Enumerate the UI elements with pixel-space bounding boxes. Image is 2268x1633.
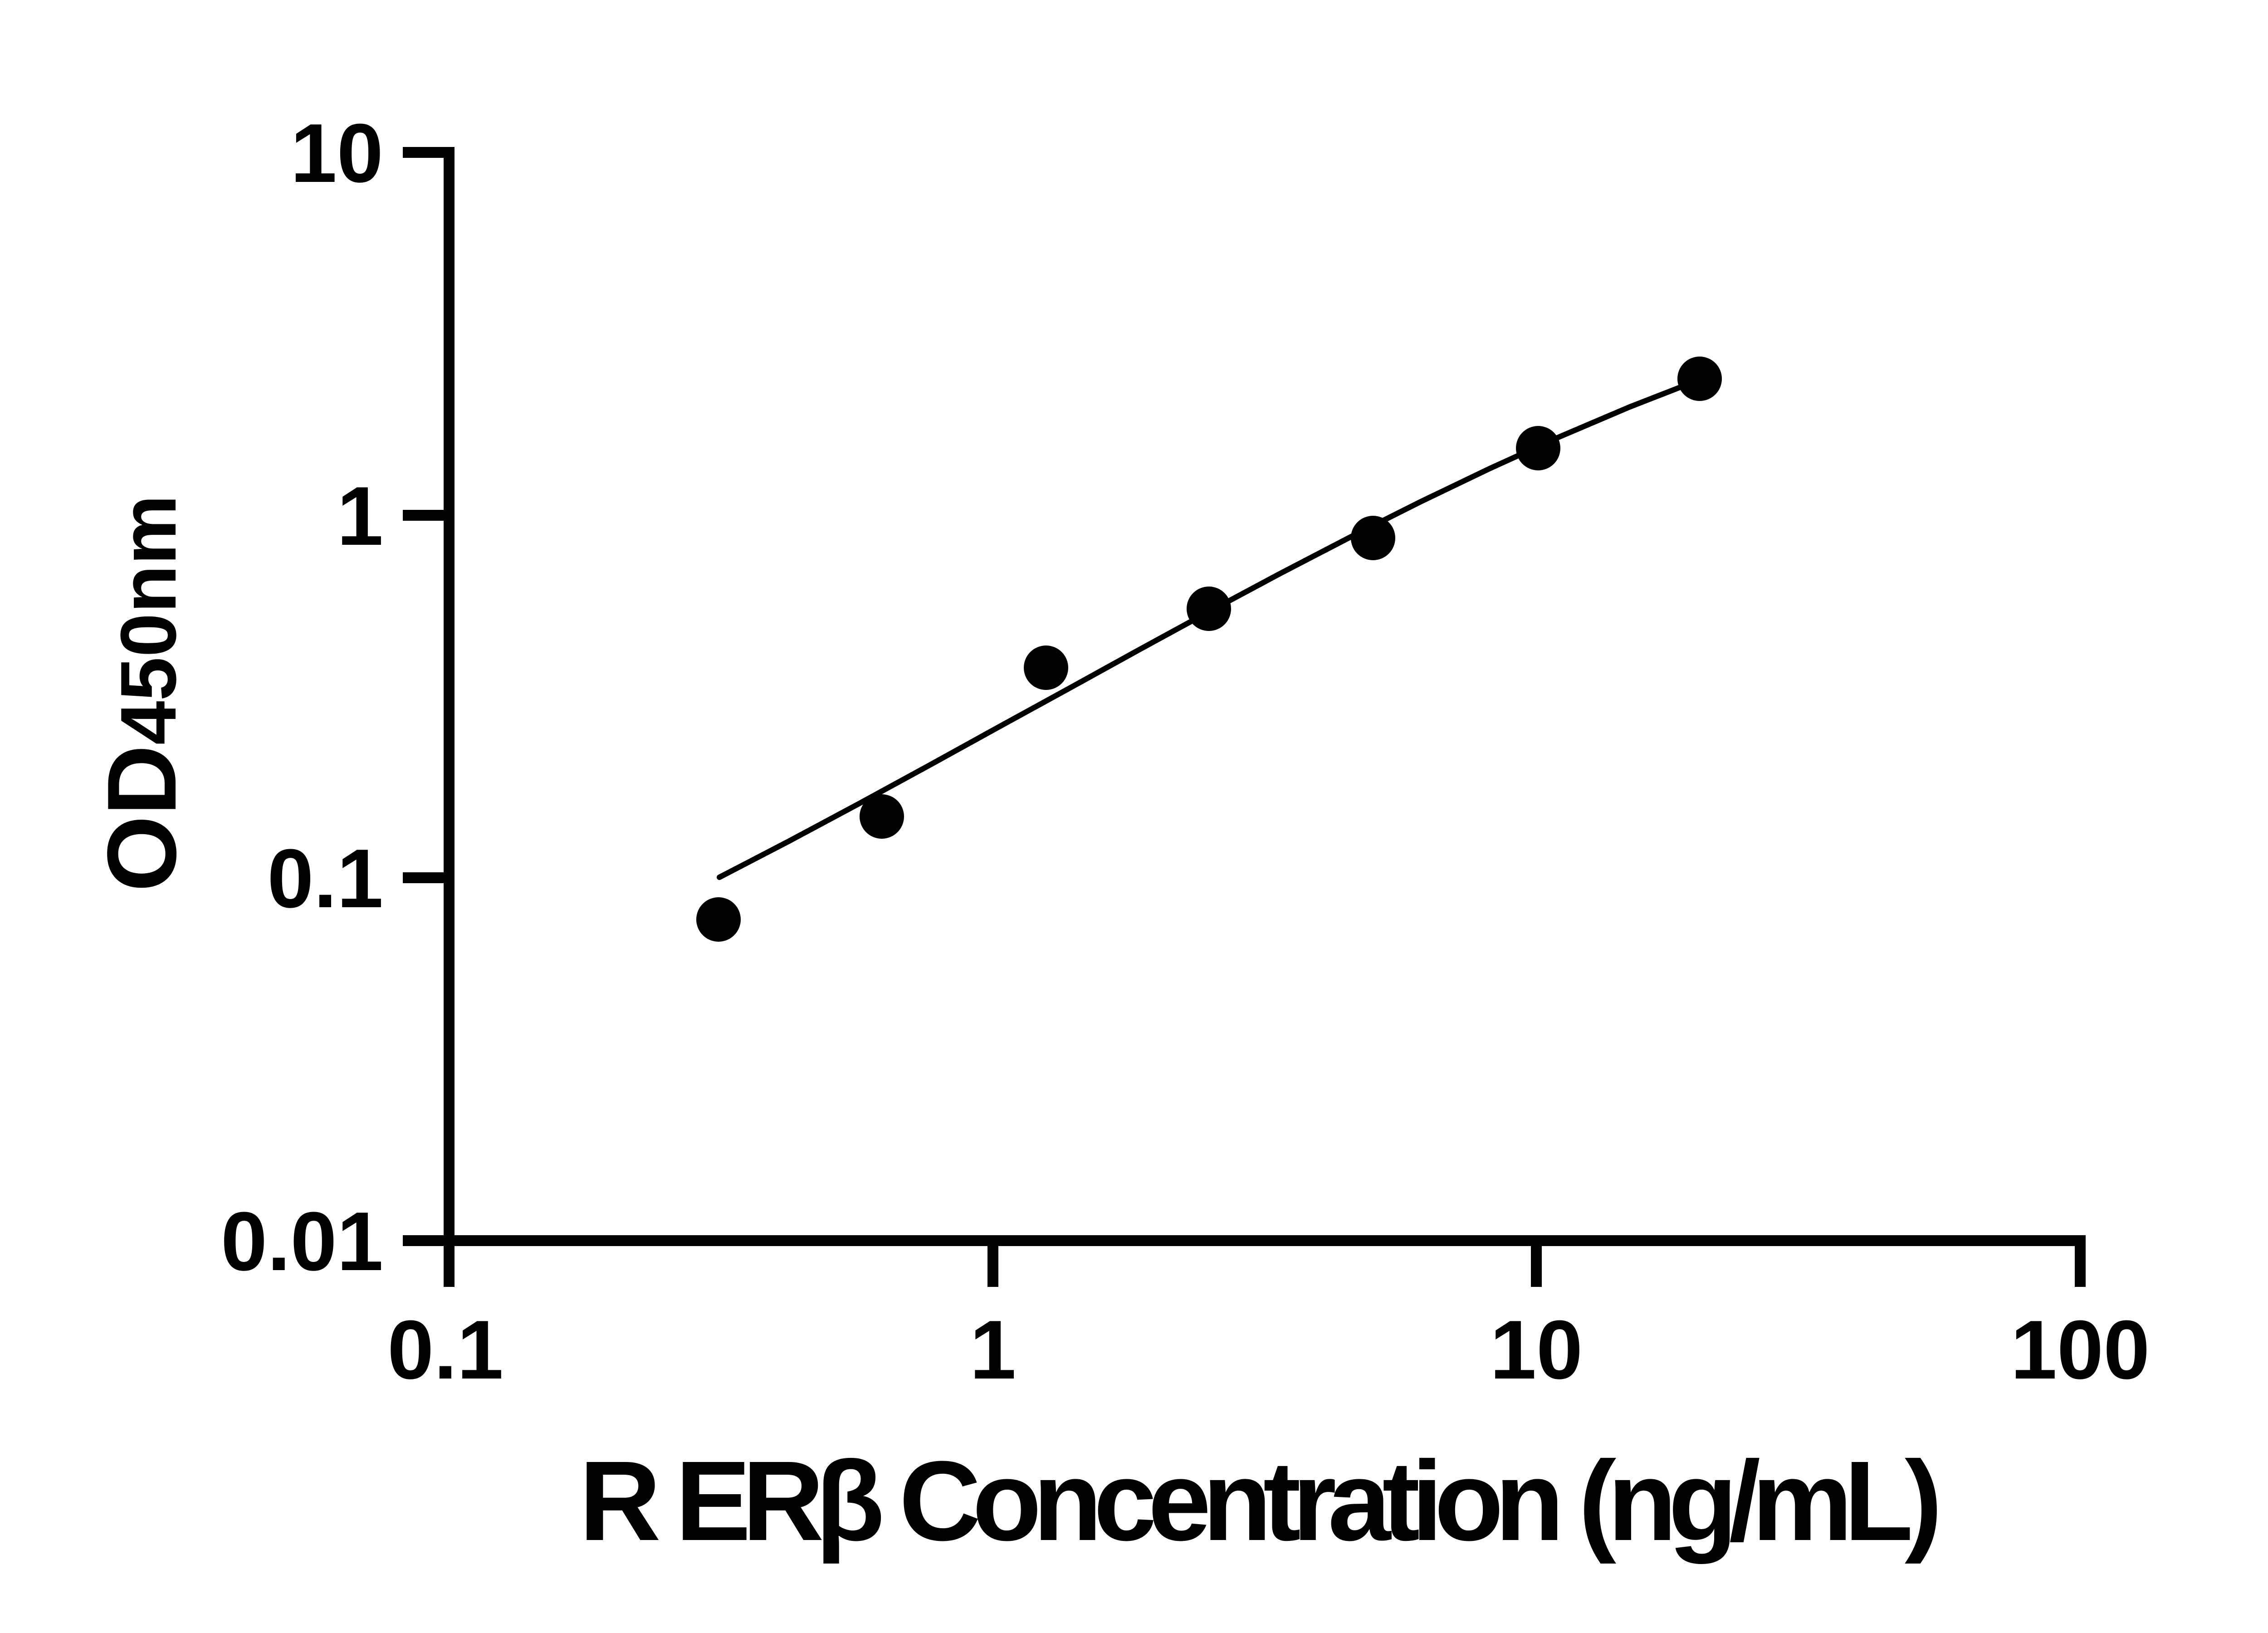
- svg-text:1: 1: [337, 469, 383, 562]
- svg-text:OD450nm: OD450nm: [87, 495, 196, 892]
- svg-text:10: 10: [1490, 1303, 1583, 1396]
- svg-text:100: 100: [2011, 1303, 2150, 1396]
- svg-text:1: 1: [970, 1303, 1016, 1396]
- svg-text:0.01: 0.01: [221, 1194, 383, 1288]
- svg-text:0.1: 0.1: [267, 831, 383, 925]
- svg-text:0.1: 0.1: [387, 1303, 503, 1396]
- svg-text:R ERβ Concentration (ng/mL): R ERβ Concentration (ng/mL): [579, 1437, 1937, 1564]
- svg-text:10: 10: [290, 106, 383, 200]
